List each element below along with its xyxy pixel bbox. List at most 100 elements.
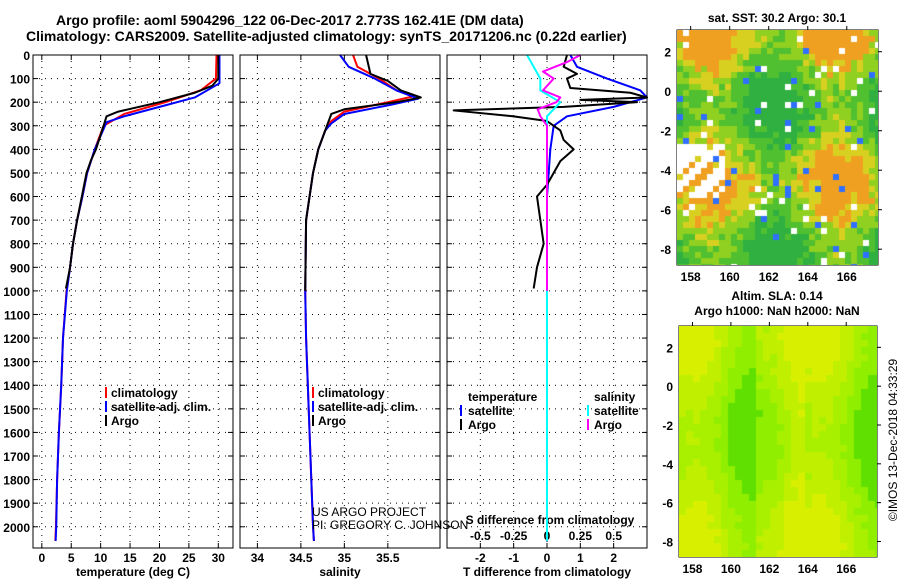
series-line-climatology: [54, 54, 218, 541]
y-tick-label: 1500: [3, 403, 30, 417]
x-tick-label: 34.5: [289, 551, 313, 565]
lon-tick-label: 162: [759, 562, 779, 576]
y-tick-label: 1900: [3, 497, 30, 511]
legend-title-salinity: salinity: [594, 390, 636, 404]
x-tick-label: -1: [508, 551, 519, 565]
lat-tick-label: -2: [660, 125, 671, 139]
y-tick-label: 1600: [3, 426, 30, 440]
lat-tick-label: 2: [664, 46, 671, 60]
pi-credit: PI: GREGORY C. JOHNSON: [312, 518, 468, 532]
lat-tick-label: -6: [662, 497, 673, 511]
x-tick-label: 5: [68, 551, 75, 565]
y-tick-label: 300: [10, 120, 30, 134]
y-tick-label: 1700: [3, 450, 30, 464]
series-line-climatology: [304, 54, 415, 541]
y-tick-label: 1300: [3, 356, 30, 370]
legend-label: satellite-adj. clim.: [111, 400, 211, 414]
lon-tick-label: 160: [721, 562, 741, 576]
y-tick-label: 1200: [3, 332, 30, 346]
lat-tick-label: -2: [662, 419, 673, 433]
imos-timestamp: ©IMOS 13-Dec-2018 04:33:29: [886, 358, 900, 522]
legend-title-temperature: temperature: [468, 390, 538, 404]
lon-tick-label: 164: [798, 562, 818, 576]
series-line-t-satellite: [546, 54, 648, 541]
x-tick-label: 2: [610, 551, 617, 565]
lat-tick-label: 0: [664, 85, 671, 99]
lat-tick-label: -8: [660, 243, 671, 257]
sla-map-title: Altim. SLA: 0.14: [731, 289, 823, 303]
legend-label: climatology: [111, 386, 178, 400]
project-credit: US ARGO PROJECT: [312, 505, 427, 519]
legend-label: Argo: [111, 414, 139, 428]
y-tick-label: 1000: [3, 285, 30, 299]
lon-tick-label: 164: [798, 270, 818, 284]
y-tick-label: 400: [10, 143, 30, 157]
panel-2: 34 34.5 35 35.5 salinity climatologysatellite…: [239, 54, 441, 579]
sla-map: [679, 326, 877, 557]
lat-tick-label: 2: [666, 341, 673, 355]
s-axis-label: S difference from climatology: [466, 513, 635, 527]
x-tick-label: 0: [38, 551, 45, 565]
x-tick-label: 30: [212, 551, 226, 565]
series-line-t-argo: [452, 54, 648, 289]
y-tick-label: 0: [23, 49, 30, 63]
x-tick-label: 1: [577, 551, 584, 565]
y-tick-label: 900: [10, 261, 30, 275]
panel-1: 0100200300400500600700800900100011001200…: [3, 49, 234, 579]
y-tick-label: 1100: [4, 308, 30, 322]
s-tick-label: -0.25: [500, 529, 528, 543]
sst-map-title: sat. SST: 30.2 Argo: 30.1: [707, 11, 847, 25]
lat-tick-label: 0: [666, 380, 673, 394]
legend-label: climatology: [318, 386, 385, 400]
x-tick-label: 20: [153, 551, 167, 565]
x-tick-label: 25: [182, 551, 196, 565]
s-tick-label: -0.5: [470, 529, 491, 543]
x-tick-label: 35: [338, 551, 352, 565]
y-tick-label: 800: [10, 238, 30, 252]
legend-label: Argo: [318, 414, 346, 428]
x-tick-label: 34: [251, 551, 265, 565]
lon-tick-label: 166: [837, 270, 857, 284]
legend-label: Argo: [468, 418, 496, 432]
plot-frame: [446, 54, 648, 549]
s-tick-label: 0.25: [569, 529, 593, 543]
lon-tick-label: 162: [759, 270, 779, 284]
lon-tick-label: 158: [681, 270, 701, 284]
x-tick-label: 15: [123, 551, 137, 565]
legend-label: Argo: [594, 418, 622, 432]
series-line-satellite-adj-clim-: [54, 55, 221, 541]
series-line-satellite-adj-clim-: [304, 54, 420, 541]
plot-frame: [32, 54, 234, 549]
panel-3: -2 -1 0 1 2T difference from climatology -0.5…: [446, 54, 648, 579]
y-tick-label: 500: [10, 167, 30, 181]
s-tick-label: 0.5: [605, 529, 622, 543]
lon-tick-label: 166: [836, 562, 856, 576]
y-tick-label: 700: [10, 214, 30, 228]
lon-tick-label: 160: [720, 270, 740, 284]
series-line-argo: [304, 54, 422, 291]
sst-map: [677, 30, 878, 265]
lat-tick-label: -4: [662, 458, 673, 472]
sla-map-subtitle: Argo h1000: NaN h2000: NaN: [694, 304, 860, 318]
series-line-argo: [64, 55, 220, 289]
legend-label: satellite: [594, 404, 639, 418]
plot-frame: [239, 54, 441, 549]
x-tick-label: 35.5: [376, 551, 400, 565]
y-tick-label: 1400: [3, 379, 30, 393]
figure-title-line2: Climatology: CARS2009. Satellite-adjuste…: [26, 28, 627, 44]
y-tick-label: 200: [10, 96, 30, 110]
x-axis-label: salinity: [319, 565, 361, 579]
y-tick-label: 100: [10, 73, 30, 87]
lat-tick-label: -4: [660, 164, 671, 178]
legend-label: satellite: [468, 404, 513, 418]
x-tick-label: 0: [544, 551, 551, 565]
x-tick-label: 10: [94, 551, 108, 565]
lon-tick-label: 158: [682, 562, 702, 576]
legend-label: satellite-adj. clim.: [318, 400, 418, 414]
y-tick-label: 2000: [3, 521, 30, 535]
x-axis-label: temperature (deg C): [76, 565, 190, 579]
x-tick-label: -2: [475, 551, 486, 565]
series-line-s-argo: [536, 54, 581, 291]
y-tick-label: 600: [10, 191, 30, 205]
